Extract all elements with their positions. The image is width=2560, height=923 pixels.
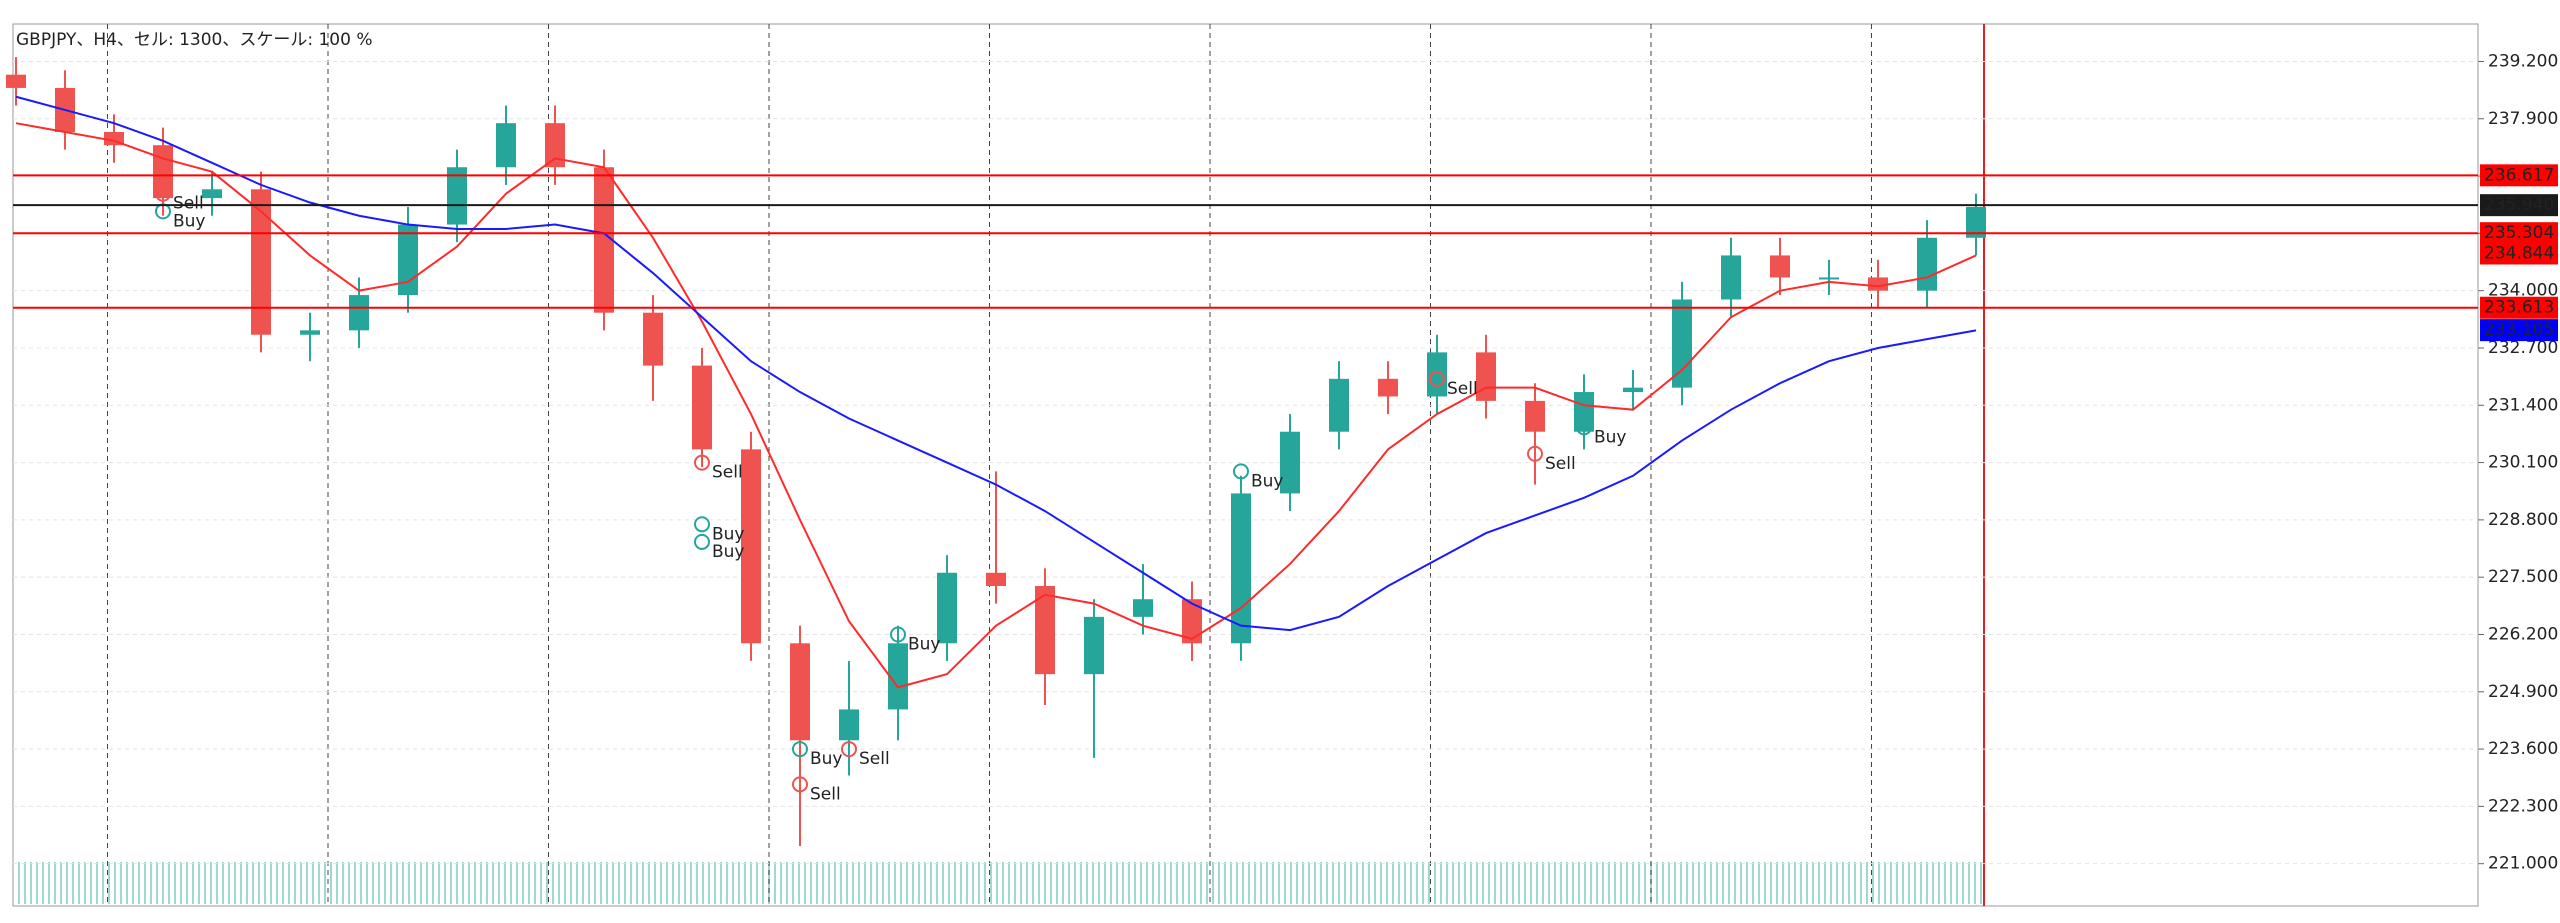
signal-label: Sell <box>712 463 743 483</box>
candle-body <box>349 295 369 331</box>
y-tick-label: 228.800 <box>2488 510 2558 530</box>
y-tick-label: 234.000 <box>2488 281 2558 301</box>
signal-label: Buy <box>173 211 206 231</box>
level-tag <box>2480 194 2558 217</box>
candle-body <box>1770 255 1790 278</box>
level-label: 233.105 <box>2484 320 2554 340</box>
signal-label: Sell <box>1545 454 1576 474</box>
candle-body <box>1476 352 1496 401</box>
moving-average <box>15 95 1977 632</box>
y-tick-label: 226.200 <box>2488 624 2558 644</box>
candle-body <box>545 123 565 168</box>
signal-marker <box>694 533 710 550</box>
candle-body <box>1819 277 1839 280</box>
signal-marker <box>1527 445 1543 462</box>
signal-label: Buy <box>1251 471 1284 491</box>
moving-average <box>15 122 1977 689</box>
candle-body <box>1868 277 1888 291</box>
candle-body <box>643 312 663 366</box>
candle-body <box>1280 431 1300 494</box>
level-label: 234.844 <box>2484 243 2554 263</box>
candle-body <box>153 145 173 199</box>
level-label: 233.613 <box>2484 298 2554 318</box>
y-tick-label: 224.900 <box>2488 682 2558 702</box>
level-label: 235.304 <box>2484 223 2554 243</box>
candle-body <box>1182 599 1202 644</box>
candle-body <box>594 167 614 313</box>
volume-strip <box>14 862 1982 904</box>
signal-marker <box>841 741 857 758</box>
candle-body <box>1721 255 1741 300</box>
signal-marker <box>1233 463 1249 480</box>
level-tag <box>2480 242 2558 265</box>
chart-title: GBPJPY、H4、セル: 1300、スケール: 100 % <box>16 30 373 50</box>
y-tick-label: 227.500 <box>2488 567 2558 587</box>
y-tick-label: 221.000 <box>2488 854 2558 874</box>
signal-label: Buy <box>712 542 745 562</box>
candle-body <box>1231 493 1251 644</box>
candle-body <box>1133 599 1153 617</box>
candle-body <box>741 449 761 644</box>
signal-marker <box>694 516 710 533</box>
level-tag <box>2480 319 2558 342</box>
signal-label: Sell <box>859 749 890 769</box>
signal-label: Buy <box>712 524 745 544</box>
candle-body <box>251 189 271 335</box>
candle-body <box>986 572 1006 586</box>
y-tick-label: 239.200 <box>2488 51 2558 71</box>
signal-label: Sell <box>810 784 841 804</box>
candle-body <box>1623 387 1643 393</box>
signal-marker <box>890 626 906 643</box>
signal-label: Buy <box>908 634 941 654</box>
signal-marker <box>155 185 171 202</box>
candle-body <box>6 74 26 88</box>
candle-body <box>496 123 516 168</box>
candle-body <box>202 189 222 199</box>
candle-body <box>790 643 810 741</box>
signal-marker <box>694 454 710 471</box>
candle-body <box>1525 400 1545 432</box>
level-tag <box>2480 296 2558 319</box>
signal-label: Buy <box>1594 427 1627 447</box>
signal-marker <box>1429 370 1445 387</box>
signal-label: Sell <box>173 194 204 214</box>
y-tick-label: 223.600 <box>2488 739 2558 759</box>
y-tick-label: 222.300 <box>2488 796 2558 816</box>
y-tick-label: 231.400 <box>2488 395 2558 415</box>
candle-body <box>692 365 712 450</box>
candle-body <box>1378 378 1398 397</box>
candle-body <box>1966 206 1986 238</box>
candle-body <box>447 167 467 225</box>
separators <box>107 24 1872 906</box>
level-label: 236.617 <box>2484 165 2554 185</box>
level-tag <box>2480 222 2558 245</box>
level-label: 235.940 <box>2484 195 2554 215</box>
y-tick-label: 232.700 <box>2488 338 2558 358</box>
candle-body <box>1427 352 1447 397</box>
candle-body <box>1329 378 1349 432</box>
candle-body <box>1035 585 1055 675</box>
candle-body <box>839 709 859 741</box>
signal-marker <box>792 776 808 793</box>
signal-label: Buy <box>810 749 843 769</box>
candle-body <box>888 643 908 710</box>
signal-marker <box>1576 419 1592 436</box>
y-tick-label: 237.900 <box>2488 109 2558 129</box>
candle-body <box>1917 237 1937 291</box>
candle-body <box>300 330 320 335</box>
candle-body <box>937 572 957 644</box>
candle-body <box>1084 616 1104 675</box>
y-tick-label: 230.100 <box>2488 453 2558 473</box>
level-tag <box>2480 164 2558 187</box>
signal-marker <box>792 741 808 758</box>
candle-body <box>398 224 418 296</box>
signal-label: Sell <box>1447 379 1478 399</box>
